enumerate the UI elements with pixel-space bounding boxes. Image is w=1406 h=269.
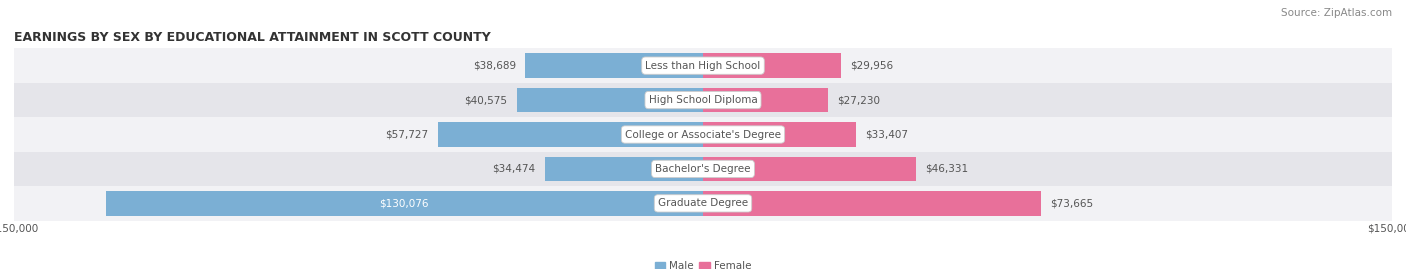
- Text: $40,575: $40,575: [464, 95, 508, 105]
- Text: Graduate Degree: Graduate Degree: [658, 198, 748, 208]
- Bar: [14, 83, 1392, 117]
- Text: College or Associate's Degree: College or Associate's Degree: [626, 129, 780, 140]
- Bar: [14, 186, 1392, 221]
- Bar: [703, 53, 841, 78]
- Text: EARNINGS BY SEX BY EDUCATIONAL ATTAINMENT IN SCOTT COUNTY: EARNINGS BY SEX BY EDUCATIONAL ATTAINMEN…: [14, 31, 491, 44]
- Text: Less than High School: Less than High School: [645, 61, 761, 71]
- Text: $29,956: $29,956: [849, 61, 893, 71]
- Text: $27,230: $27,230: [837, 95, 880, 105]
- Bar: [526, 53, 703, 78]
- Bar: [14, 48, 1392, 83]
- Text: Source: ZipAtlas.com: Source: ZipAtlas.com: [1281, 8, 1392, 18]
- Bar: [703, 191, 1042, 216]
- Text: $73,665: $73,665: [1050, 198, 1094, 208]
- Bar: [105, 191, 703, 216]
- Text: $38,689: $38,689: [472, 61, 516, 71]
- Text: $34,474: $34,474: [492, 164, 536, 174]
- Bar: [703, 88, 828, 112]
- Legend: Male, Female: Male, Female: [651, 257, 755, 269]
- Bar: [544, 157, 703, 181]
- Bar: [516, 88, 703, 112]
- Bar: [14, 117, 1392, 152]
- Text: Bachelor's Degree: Bachelor's Degree: [655, 164, 751, 174]
- Text: $33,407: $33,407: [866, 129, 908, 140]
- Text: $46,331: $46,331: [925, 164, 969, 174]
- Text: $57,727: $57,727: [385, 129, 429, 140]
- Text: High School Diploma: High School Diploma: [648, 95, 758, 105]
- Text: $130,076: $130,076: [380, 198, 429, 208]
- Bar: [703, 157, 915, 181]
- Bar: [14, 152, 1392, 186]
- Bar: [703, 122, 856, 147]
- Bar: [437, 122, 703, 147]
